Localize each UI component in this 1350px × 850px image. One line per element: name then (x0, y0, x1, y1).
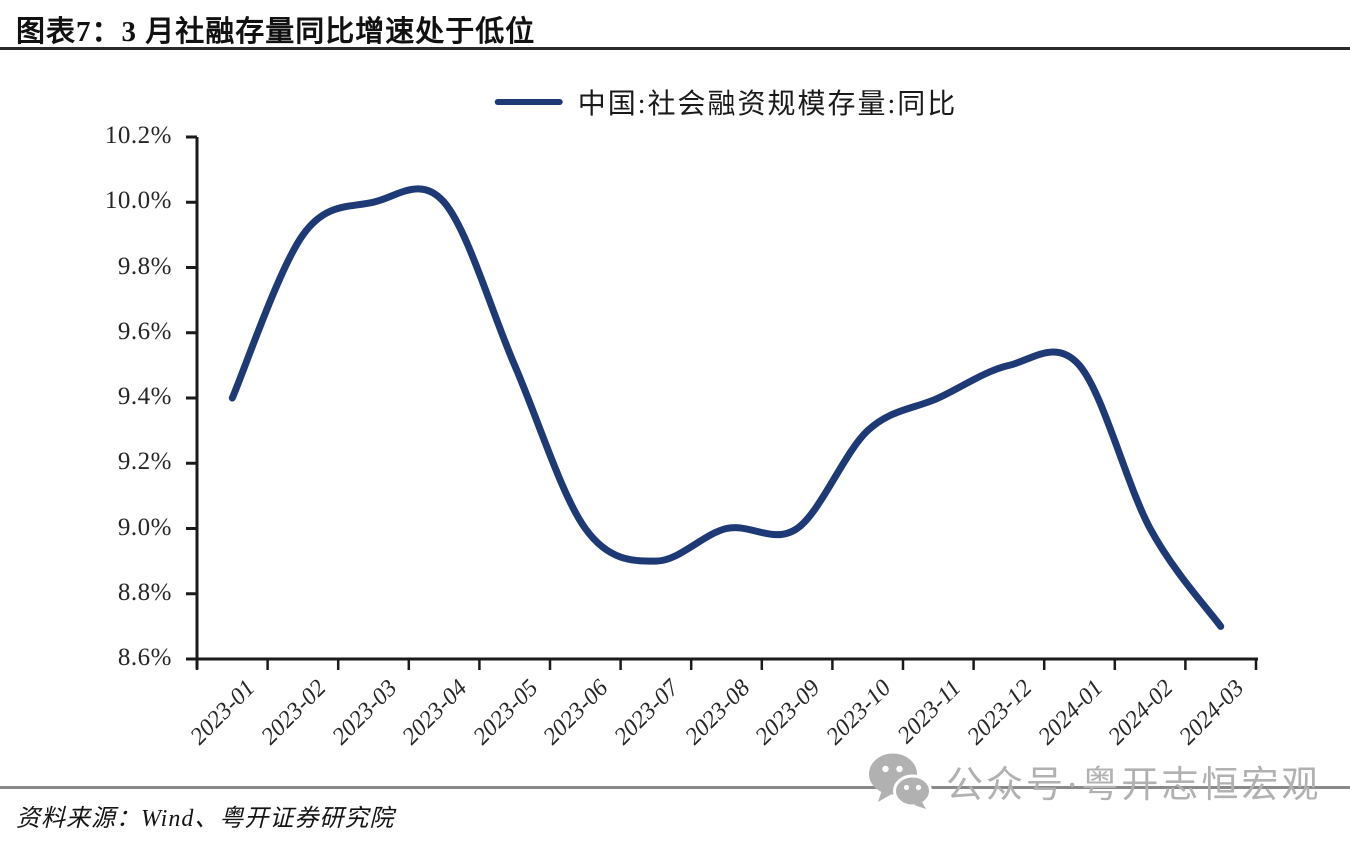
chart-legend: 中国:社会融资规模存量:同比 (494, 82, 958, 122)
y-tick-label: 9.6% (117, 317, 172, 345)
y-tick-label: 9.8% (117, 252, 172, 280)
legend-line-swatch (494, 99, 563, 105)
y-tick-label: 10.0% (104, 187, 172, 215)
watermark-text: 公众号·粤开志恒宏观 (946, 765, 1322, 806)
y-tick-label: 9.2% (117, 448, 172, 476)
y-tick-label: 9.0% (117, 513, 172, 541)
wechat-icon (869, 753, 932, 809)
title-underline (0, 47, 1350, 50)
legend-series-label: 中国:社会融资规模存量:同比 (577, 89, 958, 120)
y-tick-label: 9.4% (117, 383, 172, 410)
watermark: 公众号·粤开志恒宏观 (868, 752, 1321, 810)
y-tick-label: 8.8% (117, 578, 172, 606)
source-note: 资料来源：Wind、粤开证券研究院 (16, 806, 395, 832)
y-tick-label: 10.2% (104, 122, 172, 149)
footer-divider (0, 786, 1350, 789)
page-title: 图表7：3 月社融存量同比增速处于低位 (16, 16, 536, 48)
y-tick-label: 8.6% (117, 644, 172, 671)
